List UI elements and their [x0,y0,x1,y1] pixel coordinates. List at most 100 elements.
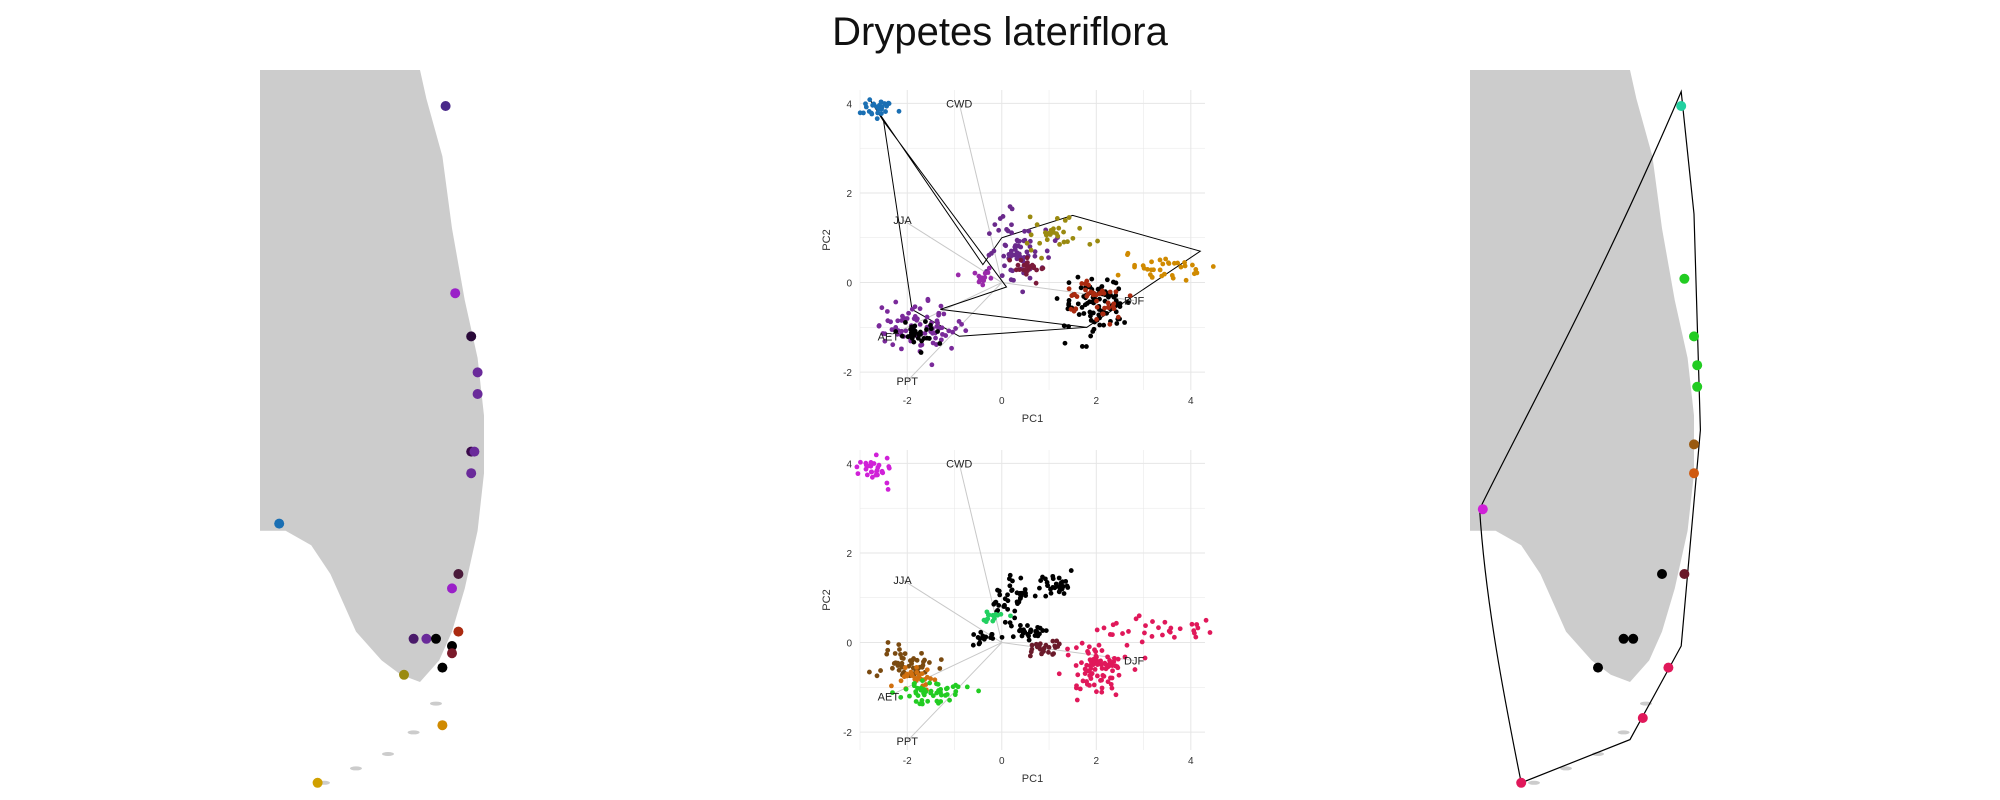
data-point [1027,275,1033,281]
data-point [896,667,902,673]
data-point [1178,264,1184,270]
data-point [935,329,940,334]
data-point [876,106,881,112]
data-point [1010,578,1015,584]
data-point [1073,645,1079,651]
arrow-label: PPT [897,376,919,388]
data-point [1091,682,1097,688]
data-point [1125,250,1131,256]
data-point [1092,666,1098,672]
occurrence-point [447,641,457,651]
data-point [864,472,870,478]
data-point [1032,633,1038,638]
data-point [1012,615,1018,621]
data-point [1092,657,1098,663]
occurrence-point [453,569,464,579]
data-point [876,323,882,328]
data-point [1100,311,1106,317]
arrow-label: CWD [946,458,972,470]
data-point [1132,262,1138,268]
data-point [1002,242,1008,248]
data-point [938,337,944,343]
occurrence-point [1663,662,1674,673]
data-point [996,588,1002,594]
data-point [1116,301,1122,307]
occurrence-point [469,446,480,457]
data-point [1086,644,1092,650]
data-point [964,684,970,690]
data-point [1027,653,1033,659]
occurrence-point [312,777,323,788]
point-cluster [890,678,981,707]
data-point [1101,322,1107,328]
data-point [996,227,1002,233]
data-point [1088,672,1094,678]
arrow-label: JJA [893,575,912,587]
x-tick-label: -2 [903,396,912,407]
data-point [1107,658,1112,663]
data-point [1163,256,1169,262]
x-tick-label: 4 [1188,396,1194,407]
data-point [986,265,992,271]
data-point [899,346,904,352]
occurrence-point [1593,662,1603,673]
data-point [906,310,911,316]
x-tick-label: 0 [999,396,1005,407]
data-point [1114,321,1120,326]
arrow-label: DJF [1124,295,1144,307]
data-point [1065,585,1071,590]
data-point [924,667,930,673]
data-point [1092,647,1097,653]
data-point [990,618,996,624]
data-point [1026,264,1032,270]
data-point [918,685,924,691]
point-cluster [991,572,1038,614]
data-point [1081,311,1087,316]
data-point [878,111,884,116]
data-point [999,634,1005,640]
data-point [879,468,885,474]
data-point [1116,672,1122,678]
land-mass [260,70,484,682]
data-point [1026,228,1032,234]
data-point [903,320,908,325]
data-point [1026,633,1032,639]
data-point [884,651,890,657]
data-point [1115,272,1121,278]
data-point [1099,689,1105,695]
data-point [885,487,891,492]
data-point [1065,239,1070,245]
data-point [1057,241,1062,247]
data-point [918,350,924,355]
data-point [953,689,959,694]
data-point [1068,568,1074,573]
occurrence-point [1676,101,1687,111]
data-point [989,250,994,256]
convex-hull [883,121,1087,337]
data-point [1017,590,1023,596]
occurrence-point [453,626,464,637]
data-point [924,314,930,320]
data-point [912,323,918,329]
point-cluster [1101,613,1213,645]
data-point [953,682,959,688]
data-point [937,666,943,671]
point-cluster [1027,638,1062,659]
data-point [1014,237,1020,243]
data-point [975,634,981,640]
data-point [1195,625,1201,631]
x-tick-label: 2 [1094,396,1100,407]
data-point [1079,660,1084,666]
data-point [943,692,948,698]
data-point [1070,235,1076,241]
data-point [1099,685,1105,691]
data-point [874,467,880,473]
occurrence-point [274,518,285,529]
data-point [858,459,863,465]
data-point [1007,583,1013,589]
map-left-florida [260,70,484,788]
data-point [1074,697,1080,703]
data-point [1084,301,1090,306]
point-cluster [857,97,902,122]
data-point [1104,277,1110,283]
